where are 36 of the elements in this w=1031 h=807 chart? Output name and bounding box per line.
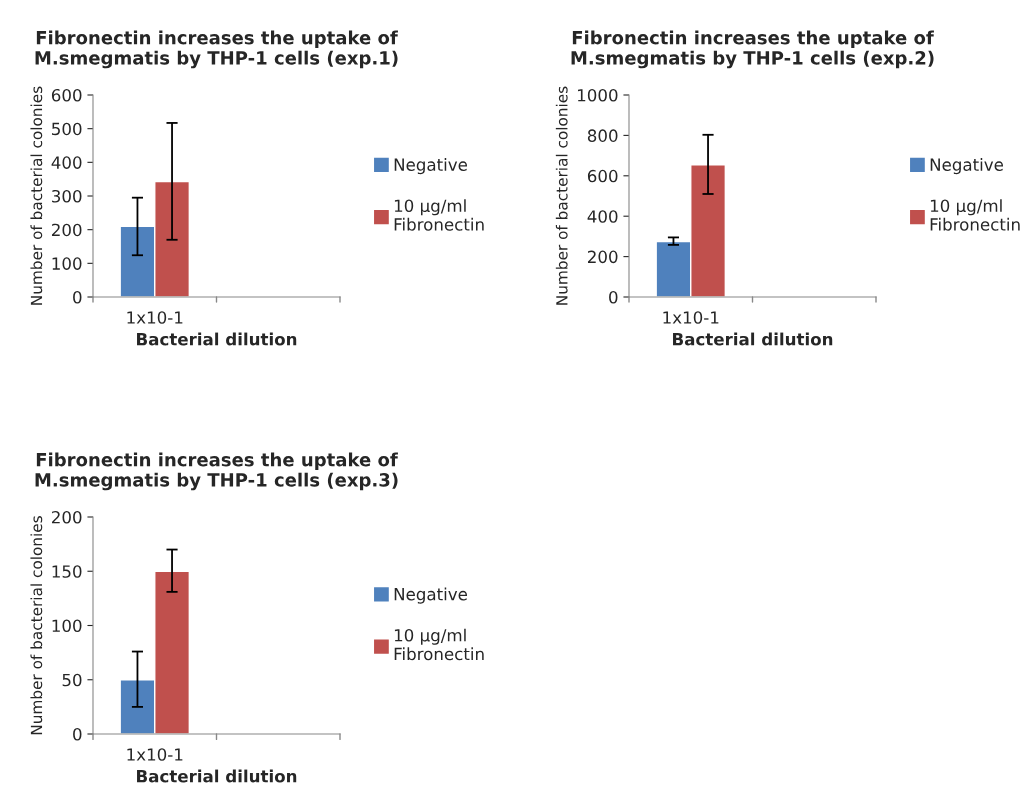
y-tick-label: 600	[587, 169, 618, 183]
y-tick-label: 600	[51, 88, 82, 102]
y-tick-label: 0	[609, 290, 618, 304]
y-tick-label: 150	[52, 565, 82, 578]
y-tick-label: 200	[51, 223, 82, 237]
legend-label: 10 µg/ml Fibronectin	[930, 199, 1020, 231]
y-axis-title: Number of bacterial colonies	[555, 86, 568, 305]
y-tick-label: 200	[587, 250, 618, 264]
y-tick-label: 100	[52, 257, 82, 270]
chart-title: Fibronectin increases the uptake of M.smegmatis by THP-1 cells (exp.2)	[571, 30, 934, 69]
y-tick-label: 500	[52, 122, 82, 136]
x-tick-label: 1x10-1	[127, 311, 183, 324]
x-axis-title: Bacterial dilution	[673, 332, 833, 346]
legend-label: Negative	[930, 158, 1003, 175]
legend-label: 10 µg/ml Fibronectin	[394, 628, 484, 661]
y-tick-label: 1000	[578, 88, 618, 102]
y-axis-title: Number of bacterial colonies	[30, 86, 43, 305]
legend-label: Negative	[394, 587, 467, 604]
chart-title: Fibronectin increases the uptake of M.smegmatis by THP-1 cells (exp.3)	[35, 452, 398, 491]
y-tick-label: 800	[587, 129, 618, 142]
legend-label: 10 µg/ml Fibronectin	[394, 199, 484, 231]
y-tick-label: 50	[62, 673, 82, 687]
y-tick-label: 300	[52, 189, 82, 203]
y-axis-title: Number of bacterial colonies	[30, 516, 43, 735]
x-tick-label: 1x10-1	[127, 748, 183, 761]
legend-label: Negative	[394, 158, 467, 175]
y-tick-label: 400	[587, 210, 618, 223]
y-tick-label: 200	[51, 510, 82, 524]
y-tick-label: 400	[51, 156, 82, 169]
x-axis-title: Bacterial dilution	[137, 332, 297, 346]
x-tick-label: 1x10-1	[663, 311, 719, 324]
y-tick-label: 0	[73, 727, 82, 741]
y-tick-label: 0	[73, 290, 82, 304]
chart-title: Fibronectin increases the uptake of M.smegmatis by THP-1 cells (exp.1)	[35, 30, 398, 69]
x-axis-title: Bacterial dilution	[137, 769, 297, 783]
y-tick-label: 100	[52, 619, 82, 633]
